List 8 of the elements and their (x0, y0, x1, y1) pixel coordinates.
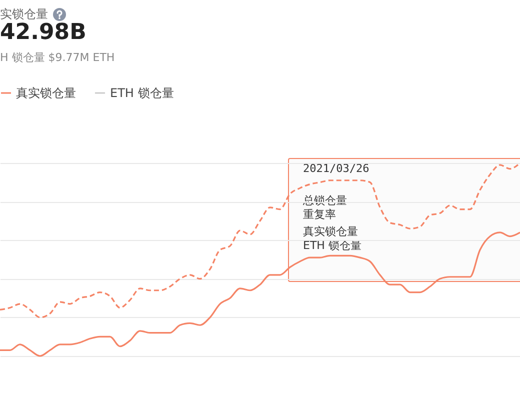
chart-subtitle: 42.98B (0, 20, 86, 45)
legend-label: ETH 锁仓量 (110, 86, 174, 100)
chart-title: 实锁仓量 (0, 6, 48, 22)
legend-label: 真实锁仓量 (16, 86, 76, 100)
annotation: 真实锁仓量 (303, 225, 359, 239)
annotation: 2021/03/26 (303, 162, 370, 176)
text: H 锁仓量 $9.77M ETH (0, 50, 115, 65)
annotation: 重复率 (303, 208, 337, 222)
